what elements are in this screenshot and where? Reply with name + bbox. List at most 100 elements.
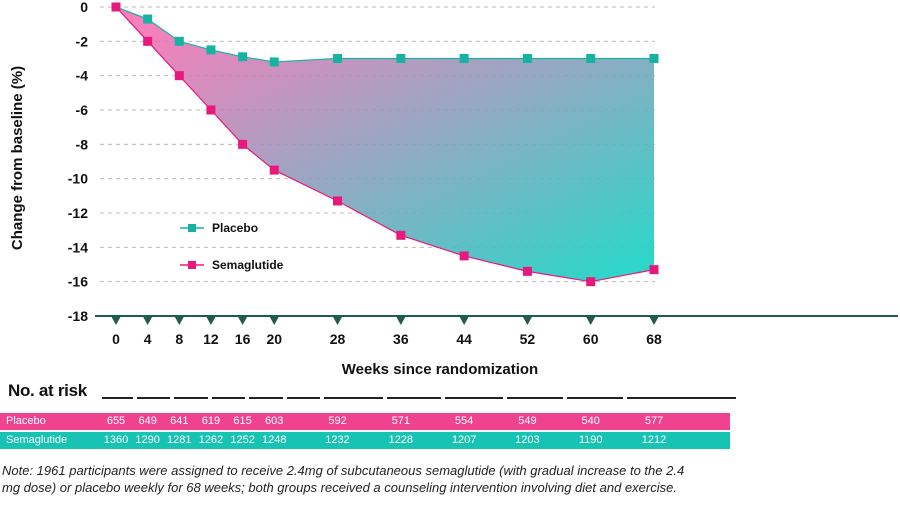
- x-tick-label: 60: [583, 331, 599, 347]
- x-tick-marker: [174, 316, 185, 325]
- x-tick-marker: [205, 316, 216, 325]
- risk-cell: 1207: [451, 434, 477, 446]
- risk-row-label: Placebo: [6, 415, 46, 427]
- risk-cell: 1228: [388, 434, 414, 446]
- y-tick-label: -10: [68, 171, 88, 187]
- x-tick-label: 20: [266, 331, 282, 347]
- data-point-semaglutide: [206, 105, 216, 115]
- x-tick-label: 0: [112, 331, 120, 347]
- y-tick-label: 0: [80, 0, 88, 15]
- data-point-semaglutide: [111, 2, 121, 12]
- data-point-placebo: [333, 54, 343, 63]
- data-point-semaglutide: [586, 277, 596, 287]
- risk-table-header: No. at risk: [8, 381, 87, 400]
- y-tick-label: -12: [68, 205, 88, 221]
- series-line-placebo: [115, 6, 654, 63]
- x-tick-label: 52: [520, 331, 536, 347]
- x-tick-label: 44: [456, 331, 472, 347]
- risk-cell: 649: [138, 415, 157, 427]
- y-axis-title: Change from baseline (%): [9, 66, 26, 250]
- x-tick-marker: [332, 316, 343, 325]
- x-tick-marker: [237, 316, 248, 325]
- risk-cell: 1190: [578, 434, 603, 446]
- risk-row-placebo: Placebo 655 649 641 619 615 603 592 571 554 549 54…: [0, 413, 730, 430]
- x-tick-marker: [522, 316, 533, 325]
- risk-cell: 1248: [261, 434, 287, 446]
- x-tick-marker: [269, 316, 280, 325]
- y-tick-label: -4: [76, 68, 89, 84]
- data-point-semaglutide: [269, 165, 279, 175]
- data-point-placebo: [586, 54, 596, 63]
- legend-label-semaglutide: Semaglutide: [212, 258, 284, 272]
- risk-row-label: Semaglutide: [6, 434, 68, 446]
- x-tick-label: 12: [203, 331, 219, 347]
- risk-cell: 592: [328, 415, 347, 427]
- data-point-placebo: [459, 54, 469, 63]
- data-point-placebo: [174, 36, 184, 46]
- data-point-semaglutide: [649, 265, 659, 275]
- risk-cell: 655: [106, 415, 126, 427]
- risk-cell: 615: [233, 415, 252, 427]
- data-point-semaglutide: [238, 139, 248, 149]
- footnote: Note: 1961 participants were assigned to…: [2, 463, 685, 495]
- data-point-semaglutide: [143, 36, 153, 46]
- y-tick-label: -8: [76, 136, 89, 152]
- legend: Placebo Semaglutide: [180, 221, 284, 272]
- x-tick-marker: [585, 316, 596, 325]
- y-tick-label: -16: [68, 274, 88, 290]
- risk-cell: 1203: [515, 434, 540, 446]
- risk-cell: 577: [644, 415, 664, 427]
- y-axis-ticks: 0 -2 -4 -6 -8 -10 -12 -14 -16 -18: [68, 0, 88, 324]
- risk-cell: 1262: [198, 434, 224, 446]
- risk-column-dividers: [102, 397, 736, 399]
- x-tick-label: 28: [330, 331, 346, 347]
- risk-cell: 554: [454, 415, 474, 427]
- data-point-semaglutide: [522, 266, 532, 276]
- x-tick-marker: [142, 316, 153, 325]
- risk-cell: 1360: [103, 434, 129, 446]
- data-point-semaglutide: [333, 196, 343, 206]
- x-tick-label: 36: [393, 331, 409, 347]
- risk-cell: 1290: [135, 434, 160, 446]
- risk-cell: 603: [265, 415, 284, 427]
- data-point-placebo: [143, 14, 153, 24]
- weight-change-chart: 0 -2 -4 -6 -8 -10 -12 -14 -16 -18 0 4 8 12 16 20 28 36 44…: [9, 0, 898, 378]
- data-point-placebo: [238, 52, 248, 62]
- difference-area: [116, 7, 654, 282]
- x-tick-marker: [111, 316, 121, 325]
- y-tick-label: -18: [68, 308, 88, 324]
- x-tick-marker: [395, 316, 406, 325]
- risk-row-semaglutide: Semaglutide 1360 1290 1281 1262 1252 1248 1232…: [0, 432, 730, 449]
- x-axis-title: Weeks since randomization: [342, 361, 538, 378]
- x-tick-label: 8: [175, 331, 183, 347]
- y-tick-label: -6: [76, 102, 89, 118]
- x-tick-label: 68: [646, 331, 662, 347]
- data-point-placebo: [649, 54, 659, 63]
- data-point-placebo: [206, 45, 216, 55]
- x-tick-label: 16: [235, 331, 251, 347]
- x-axis-ticks: 0 4 8 12 16 20 28 36 44 52 60 68: [111, 316, 662, 347]
- y-tick-label: -2: [76, 33, 89, 49]
- data-point-semaglutide: [396, 230, 406, 240]
- risk-cell: 1232: [325, 434, 350, 446]
- series-line-semaglutide: [115, 6, 655, 283]
- risk-cell: 1281: [167, 434, 192, 446]
- x-tick-marker: [649, 316, 659, 325]
- risk-cell: 641: [170, 415, 189, 427]
- data-point-semaglutide: [174, 71, 184, 81]
- data-point-placebo: [522, 54, 532, 63]
- x-tick-marker: [459, 316, 470, 325]
- risk-cell: 540: [581, 415, 600, 427]
- series-lines: [115, 6, 655, 283]
- y-tick-label: -14: [68, 239, 88, 255]
- data-point-semaglutide: [459, 251, 469, 261]
- risk-cell: 549: [518, 415, 537, 427]
- risk-cell: 619: [201, 415, 221, 427]
- risk-cell: 1212: [641, 434, 667, 446]
- series-markers: [111, 2, 659, 287]
- legend-marker-placebo: [188, 224, 196, 232]
- x-tick-label: 4: [144, 331, 152, 347]
- data-point-placebo: [396, 54, 406, 63]
- legend-label-placebo: Placebo: [212, 221, 258, 235]
- risk-cell: 571: [391, 415, 410, 427]
